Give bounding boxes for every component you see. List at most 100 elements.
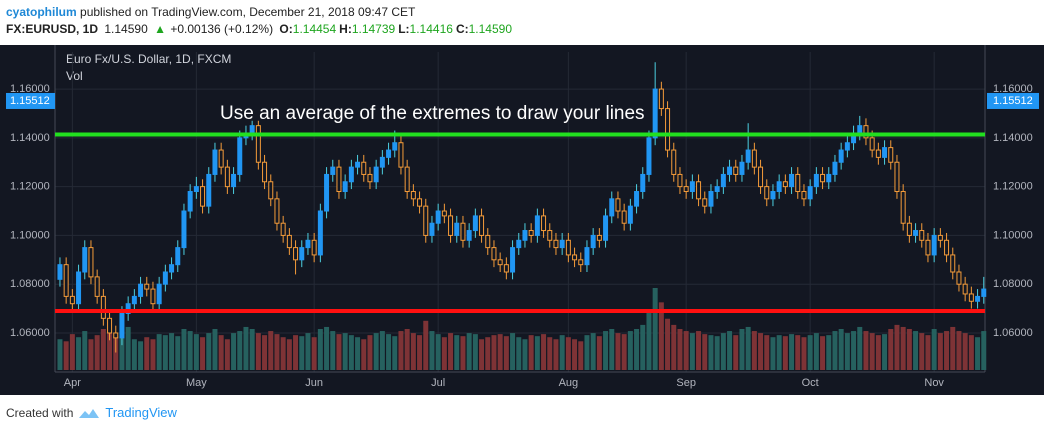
candle-body — [144, 283, 150, 290]
candle-body — [596, 234, 602, 241]
volume-bar — [175, 336, 181, 370]
volume-bar — [634, 329, 640, 370]
candle-body — [336, 166, 342, 193]
volume-bar — [311, 337, 317, 370]
volume-bar — [206, 333, 212, 370]
volume-bar — [590, 333, 596, 370]
candle-body — [193, 186, 199, 193]
candle-body — [578, 259, 584, 266]
candle-body — [900, 191, 906, 224]
candle-body — [919, 230, 925, 241]
candle-body — [708, 191, 714, 207]
y-tick-label: 1.08000 — [10, 278, 50, 290]
volume-bar — [472, 334, 478, 370]
candle-body — [522, 230, 528, 241]
candle-body — [572, 254, 578, 261]
volume-bar — [324, 326, 330, 370]
volume-bar — [900, 326, 906, 370]
volume-bar — [522, 339, 528, 370]
candle-body — [348, 166, 354, 183]
volume-bar — [491, 335, 497, 370]
price-label: 1.15512 — [993, 95, 1033, 107]
candle-body — [330, 166, 336, 175]
ohlc-label: O: — [279, 22, 293, 36]
volume-bar — [844, 333, 850, 370]
volume-bar — [435, 334, 441, 370]
candle-body — [497, 259, 503, 266]
candle-body — [894, 161, 900, 193]
volume-bar — [640, 324, 646, 370]
candle-body — [162, 271, 168, 285]
candle-body — [584, 247, 590, 266]
ohlc-value: 1.14416 — [409, 22, 453, 36]
candle-body — [218, 149, 224, 168]
candle-body — [417, 198, 423, 207]
volume-bar — [584, 335, 590, 370]
candle-body — [355, 161, 361, 168]
candle-body — [652, 88, 658, 139]
price-label-box — [987, 92, 1039, 109]
candle-body — [466, 230, 472, 241]
volume-bar — [708, 335, 714, 370]
volume-bar — [181, 329, 187, 370]
volume-bar — [193, 334, 199, 370]
volume-bar — [689, 333, 695, 370]
volume-bar — [497, 334, 503, 370]
volume-bar — [169, 333, 175, 370]
candle-body — [944, 239, 950, 256]
volume-bar — [231, 333, 237, 370]
y-tick-label: 1.10000 — [993, 229, 1033, 241]
volume-bar — [82, 331, 88, 370]
volume-bar — [255, 333, 261, 370]
candle-body — [293, 247, 299, 261]
volume-bar — [609, 329, 615, 370]
candle-body — [516, 239, 522, 249]
candle-body — [224, 166, 230, 188]
volume-bar — [665, 318, 671, 370]
candle-body — [454, 222, 460, 236]
candle-body — [113, 332, 119, 339]
y-tick-label: 1.16000 — [993, 83, 1033, 95]
candle-body — [844, 142, 850, 151]
candle-body — [838, 149, 844, 163]
volume-bar — [224, 339, 230, 370]
volume-bar — [875, 335, 881, 370]
chart: Euro Fx/U.S. Dollar, 1D, FXCM Vol 1.0600… — [0, 45, 1044, 395]
candle-body — [789, 173, 795, 188]
volume-bar — [348, 335, 354, 370]
volume-bar — [429, 331, 435, 370]
candle-body — [485, 234, 491, 249]
volume-bar — [603, 331, 609, 370]
y-tick-label: 1.14000 — [10, 132, 50, 144]
candle-body — [262, 161, 268, 183]
x-tick-label: May — [186, 377, 207, 389]
candle-body — [758, 166, 764, 188]
volume-bar — [596, 336, 602, 370]
volume-bar — [851, 331, 857, 370]
candle-body — [875, 149, 881, 158]
candle-body — [119, 312, 125, 339]
candle-body — [937, 234, 943, 241]
volume-bar — [559, 335, 565, 370]
volume-bar — [913, 331, 919, 370]
x-tick-label: Aug — [559, 377, 579, 389]
volume-bar — [503, 336, 509, 370]
y-tick-label: 1.12000 — [993, 181, 1033, 193]
volume-bar — [615, 333, 621, 370]
candle-body — [677, 173, 683, 188]
volume-bar — [826, 335, 832, 370]
price-label-box — [6, 92, 55, 109]
candle-body — [398, 142, 404, 168]
volume-bar — [789, 334, 795, 370]
volume-bar — [714, 336, 720, 370]
candle-body — [739, 161, 745, 175]
volume-bar — [144, 337, 150, 370]
ohlc-label: C: — [455, 22, 469, 36]
volume-bar — [200, 337, 206, 370]
candle-body — [764, 186, 770, 200]
logo — [79, 408, 100, 418]
candle-body — [826, 173, 832, 183]
candle-body — [181, 210, 187, 249]
header-line: cyatophilum published on TradingView.com… — [6, 4, 515, 21]
